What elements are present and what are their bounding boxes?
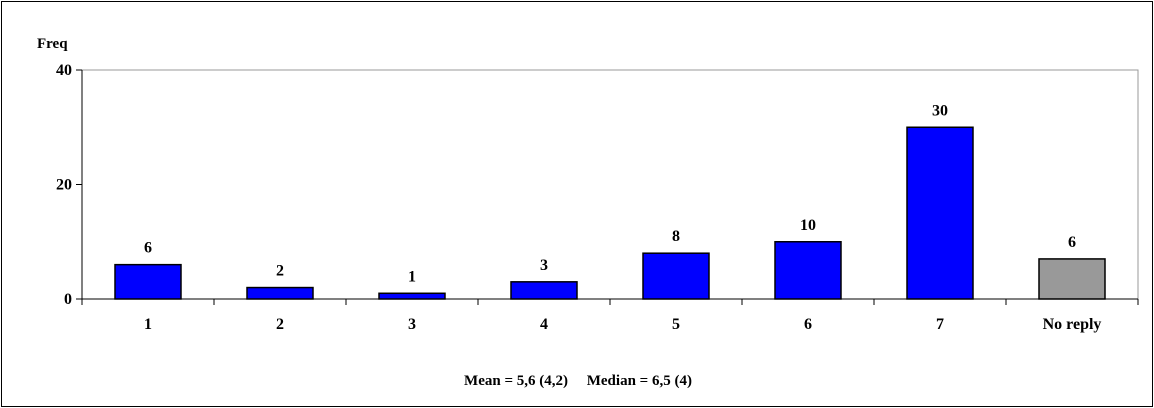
x-tick-label: 1	[144, 316, 152, 333]
bar	[642, 252, 710, 300]
bar	[774, 241, 842, 300]
x-tick-label: 5	[672, 316, 680, 333]
plot-area: 0 20 40 6 1 2 2 1 3 3 4 8 5 10 6 30 7 6 No reply	[56, 62, 1139, 333]
bar	[1038, 258, 1106, 300]
data-label: 3	[540, 257, 548, 274]
x-tick-label: 6	[804, 316, 812, 333]
plot-border	[81, 69, 1139, 300]
bar	[378, 292, 446, 300]
data-label: 8	[672, 228, 680, 245]
data-label: 10	[800, 217, 816, 234]
bar	[510, 281, 578, 300]
x-tick-label: 7	[936, 316, 944, 333]
x-tick-label: 2	[276, 316, 284, 333]
data-label: 6	[144, 240, 152, 257]
x-tick-label: No reply	[1043, 316, 1102, 333]
bar	[246, 286, 314, 300]
bar	[906, 126, 974, 300]
x-tick-label: 4	[540, 316, 548, 333]
y-tick-label: 40	[56, 62, 72, 79]
stats-annotation: Mean = 5,6 (4,2) Median = 6,5 (4)	[464, 373, 692, 389]
data-label: 6	[1068, 234, 1076, 251]
y-axis-label: Freq	[37, 36, 68, 52]
x-tick-label: 3	[408, 316, 416, 333]
y-tick-label: 20	[56, 177, 72, 194]
data-label: 2	[276, 263, 284, 280]
data-label: 30	[932, 102, 948, 119]
y-tick-label: 0	[64, 291, 72, 308]
data-label: 1	[408, 268, 416, 285]
bar	[114, 263, 182, 300]
